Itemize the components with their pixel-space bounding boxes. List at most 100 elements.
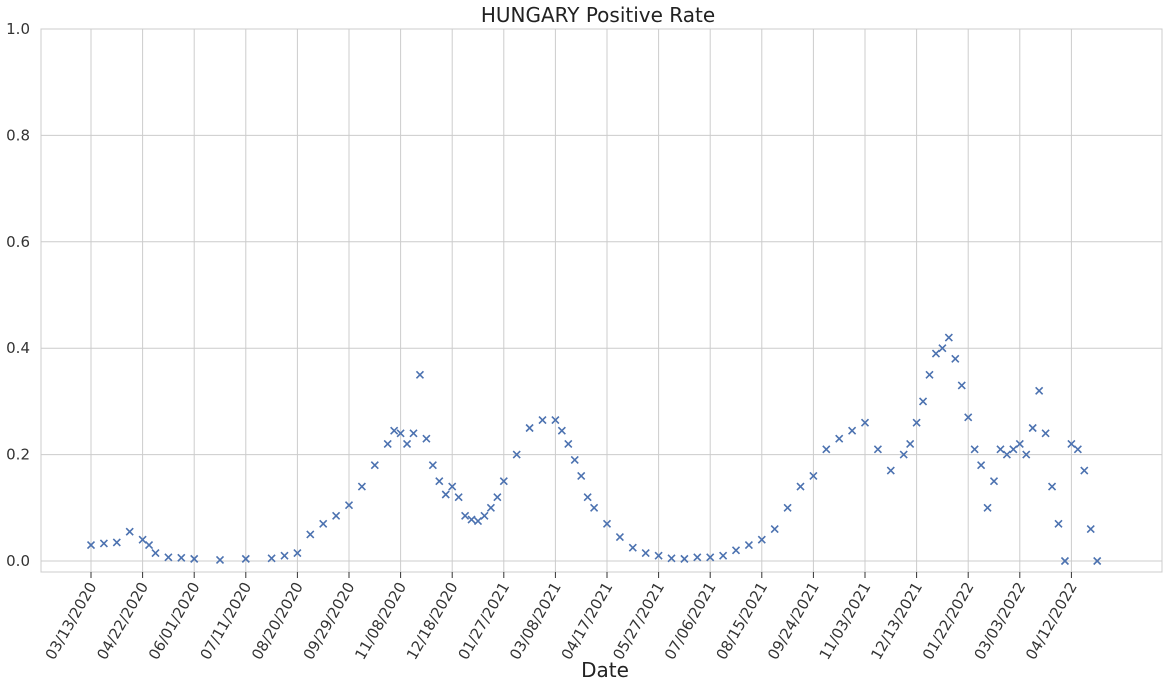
- data-point: [796, 482, 805, 491]
- data-point: [499, 477, 508, 486]
- plot-frame: [40, 28, 1163, 573]
- data-point: [848, 426, 857, 435]
- y-tick-label: 1.0: [6, 20, 30, 38]
- x-tick-label: 09/29/2020: [300, 579, 359, 663]
- data-point: [454, 493, 463, 502]
- data-point: [512, 450, 521, 459]
- data-point: [719, 551, 728, 560]
- data-point: [770, 525, 779, 534]
- x-tick-label: 05/27/2021: [609, 579, 668, 663]
- y-tick-label: 0.8: [6, 126, 30, 144]
- x-tick-label: 04/12/2022: [1022, 579, 1081, 663]
- data-point: [267, 554, 276, 563]
- data-point: [332, 511, 341, 520]
- data-point: [493, 493, 502, 502]
- data-point: [1080, 466, 1089, 475]
- x-tick-label: 06/01/2020: [145, 579, 204, 663]
- data-point: [441, 490, 450, 499]
- data-point: [344, 501, 354, 510]
- chart-title: HUNGARY Positive Rate: [481, 3, 715, 27]
- data-point: [1047, 482, 1057, 491]
- data-point: [944, 333, 953, 342]
- data-point: [280, 551, 289, 560]
- data-point: [977, 461, 986, 470]
- data-point: [486, 503, 495, 512]
- data-point: [615, 532, 624, 542]
- data-point: [654, 551, 663, 560]
- data-point: [190, 554, 199, 563]
- data-point: [1022, 450, 1031, 459]
- data-point: [918, 397, 928, 406]
- x-tick-label: 12/18/2020: [403, 579, 462, 663]
- data-point: [151, 548, 160, 558]
- x-tick-label: 11/08/2020: [351, 579, 410, 663]
- data-point: [1028, 423, 1037, 433]
- x-tick-label: 09/24/2021: [764, 579, 823, 663]
- data-point: [112, 538, 121, 547]
- data-point: [970, 445, 979, 454]
- data-point: [1086, 525, 1095, 534]
- data-point: [319, 519, 328, 528]
- data-point: [938, 344, 947, 353]
- y-tick-label: 0.4: [6, 339, 30, 357]
- y-tick-label: 0.6: [6, 233, 30, 251]
- data-point: [602, 519, 612, 528]
- data-point: [448, 482, 457, 491]
- data-point: [1067, 439, 1076, 449]
- data-point: [667, 554, 676, 563]
- data-point: [989, 477, 999, 486]
- data-point: [680, 554, 689, 563]
- data-point: [144, 540, 154, 550]
- x-axis-label: Date: [581, 658, 629, 682]
- data-point: [390, 426, 399, 435]
- data-point: [99, 539, 108, 548]
- data-point: [1073, 445, 1082, 454]
- data-point: [583, 493, 592, 502]
- y-tick-label: 0.2: [6, 446, 30, 464]
- data-point: [1041, 429, 1050, 438]
- data-point: [164, 553, 173, 562]
- data-point: [731, 546, 741, 555]
- data-point: [744, 540, 753, 550]
- data-point: [1035, 386, 1044, 395]
- data-point: [461, 511, 470, 520]
- data-point: [570, 455, 579, 464]
- data-point: [525, 423, 534, 433]
- x-axis: 03/13/202004/22/202006/01/202007/11/2020…: [42, 572, 1081, 663]
- data-point: [473, 517, 483, 526]
- data-point: [138, 535, 147, 544]
- data-point: [177, 553, 186, 562]
- data-point: [996, 445, 1005, 454]
- x-tick-label: 07/06/2021: [661, 579, 720, 663]
- data-point: [931, 349, 941, 358]
- data-point: [957, 381, 966, 390]
- data-point: [693, 553, 702, 562]
- data-point: [899, 450, 908, 459]
- x-tick-label: 03/13/2020: [42, 579, 101, 663]
- data-point: [873, 445, 882, 454]
- data-point: [564, 439, 573, 449]
- x-tick-label: 03/03/2022: [970, 579, 1029, 663]
- data-point: [809, 471, 818, 480]
- x-tick-label: 11/03/2021: [816, 579, 875, 663]
- x-tick-label: 04/17/2021: [558, 579, 617, 663]
- x-tick-label: 07/11/2020: [196, 579, 255, 663]
- grid: [41, 28, 1162, 572]
- data-point: [409, 429, 418, 438]
- data-point: [983, 503, 992, 512]
- data-point: [557, 426, 566, 435]
- data-point: [783, 503, 792, 512]
- data-point: [641, 548, 650, 558]
- data-point: [402, 439, 412, 449]
- data-point: [415, 370, 425, 379]
- data-point: [370, 461, 379, 470]
- data-point: [951, 354, 960, 363]
- x-tick-label: 04/22/2020: [93, 579, 152, 663]
- x-tick-label: 08/15/2021: [712, 579, 771, 663]
- data-point: [480, 511, 489, 520]
- x-tick-label: 01/27/2021: [454, 579, 513, 663]
- data-point: [628, 543, 637, 552]
- data-point: [428, 461, 437, 470]
- data-point: [835, 434, 844, 443]
